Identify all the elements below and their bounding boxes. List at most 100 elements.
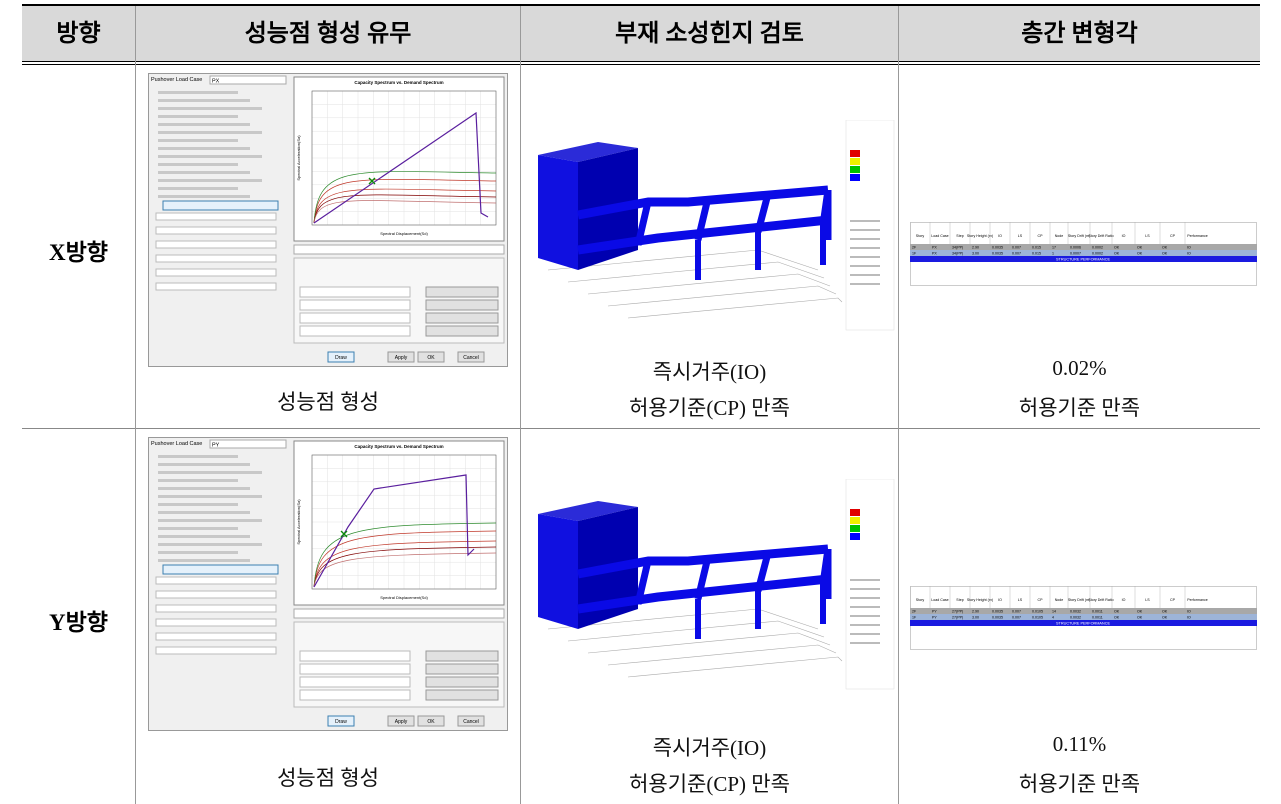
- table-cell: OK: [1162, 252, 1168, 256]
- dialog-button-label: Apply: [395, 355, 408, 361]
- table-cell: 0.007: [1012, 616, 1021, 620]
- table-cell: 0.0006: [1070, 246, 1081, 250]
- table-header: Performance: [1187, 234, 1208, 238]
- beam: [577, 185, 829, 220]
- table-cell: 17: [1052, 246, 1056, 250]
- option-line: [158, 155, 262, 158]
- input-row: [155, 268, 277, 277]
- table-cell: 4: [1052, 616, 1054, 620]
- perf-field: [299, 325, 411, 337]
- option-line: [158, 107, 262, 110]
- input-row: [155, 632, 277, 641]
- table-cell: 0.0032: [1070, 610, 1081, 614]
- input-row: [155, 590, 277, 599]
- beam: [577, 544, 829, 579]
- table-header: Load Case: [931, 234, 948, 238]
- legend-swatch: [850, 174, 860, 181]
- table-footer: STRUCTURE PERFORMANCE: [1056, 258, 1110, 262]
- option-line: [158, 543, 262, 546]
- table-cell: OK: [1162, 610, 1168, 614]
- plot-axes: [311, 454, 497, 590]
- table-header: LS: [1018, 598, 1023, 602]
- option-line: [158, 495, 262, 498]
- table-cell: 0.0105: [1032, 610, 1043, 614]
- plot-frame: [293, 76, 505, 242]
- table-header: CP: [1170, 598, 1176, 602]
- table-cell: IO: [1187, 610, 1191, 614]
- table-cell: OK: [1137, 246, 1143, 250]
- plot-axes: [311, 90, 497, 226]
- legend-text-line: [850, 597, 880, 599]
- dialog-button: [417, 351, 445, 363]
- perf-field: [299, 663, 411, 675]
- demand-curve: [313, 171, 497, 224]
- table-header: CP: [1038, 598, 1044, 602]
- table-cell: 3.00: [972, 616, 979, 620]
- table-header: Performance: [1187, 598, 1208, 602]
- graph-button: [425, 689, 499, 701]
- table-header: IO: [1122, 598, 1126, 602]
- input-row: [155, 618, 277, 627]
- option-line: [158, 471, 262, 474]
- header-rule: [22, 64, 1260, 65]
- input-row: [155, 254, 277, 263]
- graph-title: Capacity Spectrum vs. Demand Spectrum: [354, 80, 443, 85]
- core-block-top: [538, 142, 638, 162]
- pushover-screenshot: Pushover Load Case PX Capacity Spectrum vs…: [148, 73, 508, 367]
- drift-table: Story Load Case Step Story Height (m) IO LS CP…: [910, 222, 1257, 286]
- table-header: Story Drift (m): [1068, 598, 1090, 602]
- dialog-button-label: Draw: [335, 355, 347, 361]
- input-row: [155, 576, 277, 585]
- perf-field: [299, 689, 411, 701]
- option-line: [158, 487, 250, 490]
- table-row: [910, 244, 1257, 250]
- demand-curve: [313, 188, 497, 224]
- graph-title: Capacity Spectrum vs. Demand Spectrum: [354, 444, 443, 449]
- desc-box: [293, 608, 505, 619]
- legend-text-line: [850, 642, 880, 644]
- perf-field: [299, 676, 411, 688]
- demand-curve: [313, 179, 497, 224]
- table-cell: 0.015: [1032, 252, 1041, 256]
- beam: [754, 193, 772, 233]
- dialog-button-label: OK: [427, 719, 435, 725]
- table-header: IO: [1122, 234, 1126, 238]
- option-line: [158, 535, 250, 538]
- dialog-button-label: OK: [427, 355, 435, 361]
- dialog-button-label: Cancel: [463, 355, 479, 361]
- table-cell: PY: [932, 616, 937, 620]
- perf-field: [299, 299, 411, 311]
- table-row: [910, 608, 1257, 614]
- option-line: [158, 455, 238, 458]
- demand-curve: [313, 194, 497, 224]
- top-rule: [22, 4, 1260, 6]
- table-cell: OK: [1114, 610, 1120, 614]
- legend-text-line: [850, 265, 880, 267]
- demand-curve: [313, 546, 497, 588]
- define-button: [162, 564, 279, 575]
- legend-swatch: [850, 533, 860, 540]
- plot-frame: [293, 440, 505, 606]
- hinge-caption: 허용기준(CP) 만족: [629, 772, 790, 796]
- header-cell: 층간 변형각: [899, 6, 1260, 62]
- hinge-model: [538, 479, 895, 690]
- table-cell: 0.0035: [992, 610, 1003, 614]
- table-cell: 1: [1052, 252, 1054, 256]
- table-footer-bg: [910, 256, 1257, 262]
- table-cell: IO: [1187, 616, 1191, 620]
- load-case: PX: [212, 79, 220, 85]
- table-cell: 34(PP): [952, 246, 963, 250]
- table-cell: 2F: [912, 246, 917, 250]
- legend-swatch: [850, 150, 860, 157]
- table-cell: 27(PP): [952, 610, 963, 614]
- demand-curve: [313, 200, 497, 224]
- legend-swatch: [850, 525, 860, 532]
- table-cell: 0.0002: [1092, 252, 1103, 256]
- table-cell: OK: [1114, 252, 1120, 256]
- performance-point: [368, 177, 376, 185]
- table-header: LS: [1145, 598, 1150, 602]
- table-cell: PX: [932, 252, 937, 256]
- base-grid: [627, 297, 843, 319]
- legend-swatch: [850, 158, 860, 165]
- demand-curve: [313, 530, 497, 588]
